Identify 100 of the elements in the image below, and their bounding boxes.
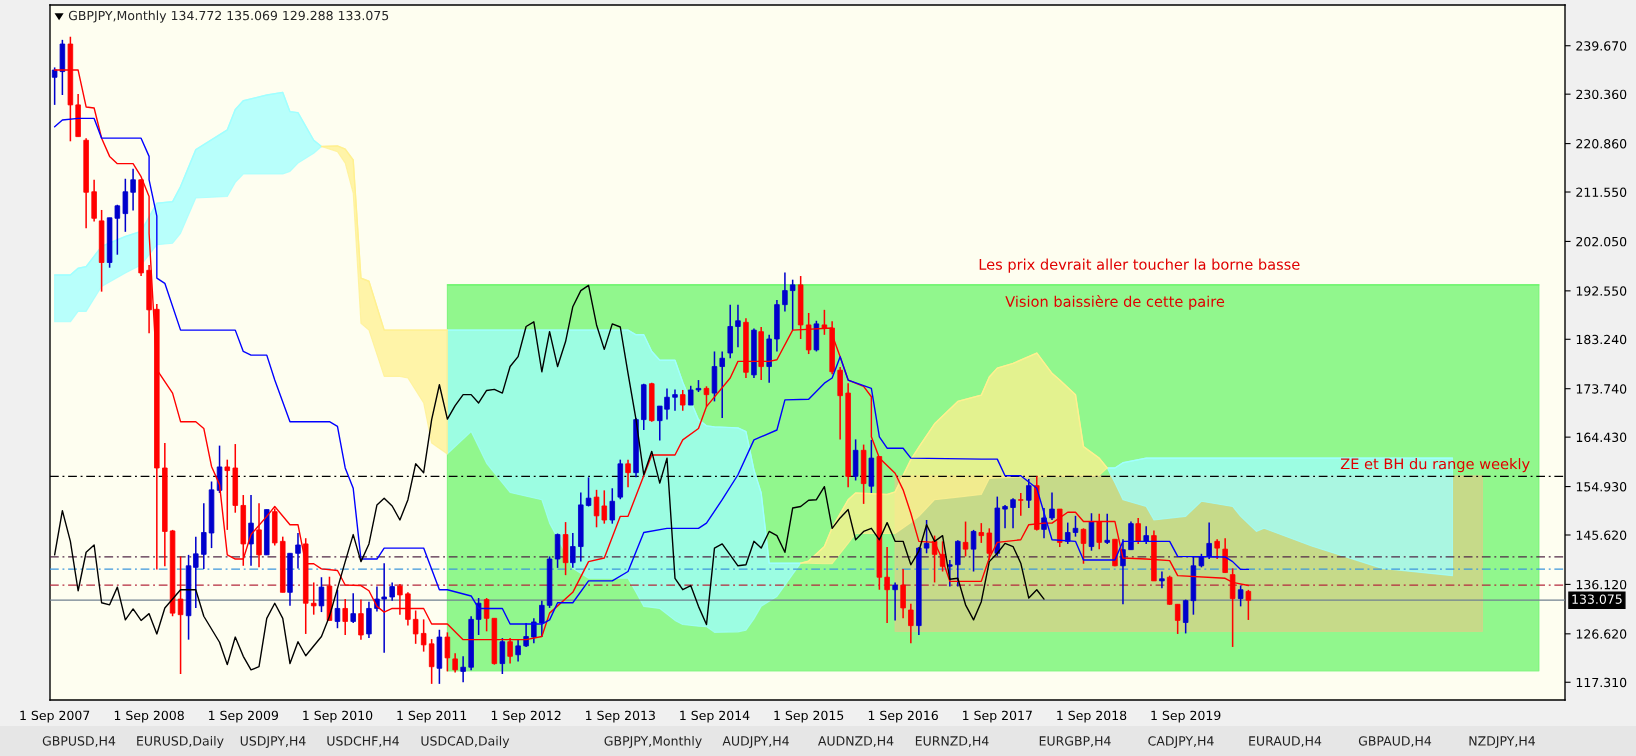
candlestick xyxy=(358,598,364,641)
candlestick xyxy=(224,458,231,531)
y-tick-label: 173.740 xyxy=(1576,384,1627,394)
candlestick xyxy=(1010,497,1016,530)
candlestick xyxy=(122,177,129,233)
candlestick xyxy=(295,532,301,570)
candlestick xyxy=(735,303,741,349)
y-tick-label: 136.120 xyxy=(1576,579,1627,590)
candlestick xyxy=(884,546,890,624)
candlestick xyxy=(570,532,576,569)
candlestick xyxy=(397,583,403,616)
candlestick xyxy=(900,568,906,620)
candlestick xyxy=(412,609,419,645)
x-tick-label: 1 Sep 2010 xyxy=(303,710,373,723)
candlestick xyxy=(1214,538,1220,560)
chart-title: GBPJPY,Monthly 134.772 135.069 129.288 133.075 xyxy=(68,10,389,23)
y-tick-label: 211.550 xyxy=(1576,187,1627,197)
candlestick xyxy=(1026,478,1032,509)
text: EURGBP,H4 xyxy=(1039,736,1111,747)
candlestick xyxy=(1041,507,1047,539)
candlestick xyxy=(1018,492,1024,517)
candlestick xyxy=(1135,517,1141,545)
candlestick xyxy=(1002,504,1008,530)
candlestick xyxy=(318,576,325,613)
y-tick-label: 230.360 xyxy=(1576,89,1627,100)
y-tick-label: 164.430 xyxy=(1576,432,1627,443)
candlestick xyxy=(970,529,977,573)
candlestick xyxy=(475,597,482,636)
text: NZDJPY,H4 xyxy=(1469,736,1536,748)
candlestick xyxy=(428,638,435,685)
x-tick-label: 1 Sep 2013 xyxy=(586,710,655,723)
candlestick xyxy=(310,581,317,616)
candlestick xyxy=(1174,603,1181,635)
candlestick xyxy=(1159,570,1165,589)
candlestick xyxy=(130,168,136,212)
candlestick xyxy=(1072,515,1079,538)
x-tick-label: 1 Sep 2014 xyxy=(680,710,750,723)
candlestick xyxy=(531,617,537,645)
candlestick xyxy=(625,458,631,488)
candlestick xyxy=(1049,491,1055,521)
candlestick xyxy=(679,389,686,412)
candlestick xyxy=(782,271,788,313)
candlestick xyxy=(539,599,545,638)
y-tick-label: 145.620 xyxy=(1576,530,1627,540)
candlestick xyxy=(687,385,694,406)
candlestick xyxy=(703,385,710,408)
candlestick xyxy=(962,520,969,558)
candlestick xyxy=(1065,521,1071,545)
candlestick xyxy=(821,309,828,336)
text: USDCAD,Daily xyxy=(421,735,510,749)
candlestick xyxy=(515,638,521,663)
candlestick xyxy=(908,602,914,645)
candlestick xyxy=(609,487,616,525)
y-tick-label: 154.930 xyxy=(1576,482,1627,492)
candlestick xyxy=(350,592,356,624)
text: GBPUSD,H4 xyxy=(42,736,116,747)
x-tick-label: 1 Sep 2009 xyxy=(209,710,279,723)
text: CADJPY,H4 xyxy=(1148,736,1214,748)
candlestick xyxy=(177,555,184,675)
candlestick xyxy=(719,350,725,419)
candlestick xyxy=(672,388,678,412)
x-tick-label: 1 Sep 2008 xyxy=(114,710,184,723)
candlestick xyxy=(342,598,348,636)
annotation: Vision baissière de cette paire xyxy=(1005,295,1225,310)
x-tick-label: 1 Sep 2007 xyxy=(20,710,90,723)
text: EURAUD,H4 xyxy=(1249,736,1322,747)
candlestick xyxy=(460,655,466,684)
y-tick-label: 220.860 xyxy=(1576,139,1627,149)
candlestick xyxy=(1245,589,1252,621)
text: USDJPY,H4 xyxy=(240,736,306,748)
candlestick xyxy=(248,494,254,567)
text: AUDNZD,H4 xyxy=(818,736,894,747)
y-tick-label: 117.310 xyxy=(1576,677,1627,688)
x-tick-label: 1 Sep 2019 xyxy=(1151,710,1221,723)
candlestick xyxy=(931,534,938,584)
candlestick xyxy=(334,588,341,629)
text: GBPJPY,Monthly xyxy=(604,735,702,749)
candlestick xyxy=(1237,584,1244,608)
x-tick-label: 1 Sep 2017 xyxy=(963,710,1032,723)
candlestick xyxy=(420,618,427,653)
candlestick xyxy=(523,622,529,648)
candlestick xyxy=(1206,521,1212,560)
candlestick xyxy=(201,502,207,570)
y-tick-label: 183.240 xyxy=(1576,334,1627,345)
annotation: ZE et BH du range weekly xyxy=(1340,458,1530,473)
text: GBPAUD,H4 xyxy=(1358,736,1432,747)
candlestick xyxy=(923,519,930,555)
ref-line-label: 133.075 xyxy=(1572,594,1622,604)
candlestick xyxy=(444,631,451,673)
annotation: Les prix devrait aller toucher la borne basse xyxy=(979,258,1300,273)
y-tick-label: 239.670 xyxy=(1576,41,1627,51)
text: AUDJPY,H4 xyxy=(722,736,789,748)
candlestick xyxy=(892,581,898,622)
text: USDCHF,H4 xyxy=(327,736,399,747)
candlestick xyxy=(1096,512,1102,550)
candlestick xyxy=(1222,537,1228,574)
candlestick xyxy=(978,522,985,544)
x-tick-label: 1 Sep 2011 xyxy=(397,710,467,723)
x-tick-label: 1 Sep 2015 xyxy=(774,710,844,723)
y-tick-label: 202.050 xyxy=(1576,236,1627,247)
